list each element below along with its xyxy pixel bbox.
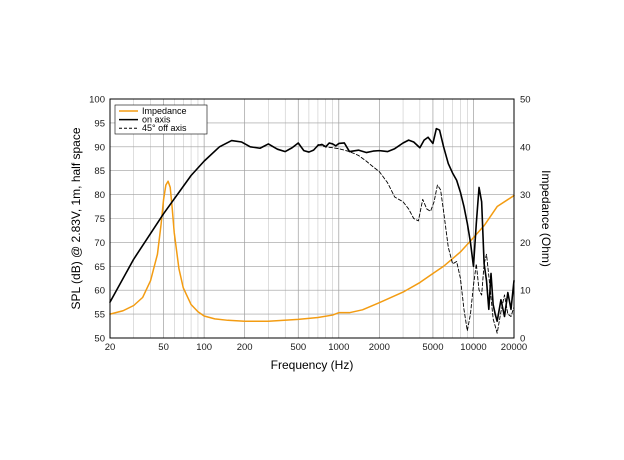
y-tick-label-right: 50 [520, 95, 531, 106]
x-tick-label: 2000 [369, 342, 390, 353]
y-tick-label-left: 90 [94, 142, 105, 153]
x-tick-label: 50 [158, 342, 169, 353]
y-tick-label-right: 0 [520, 334, 525, 345]
y-tick-label-left: 75 [94, 214, 105, 225]
y-tick-label-right: 20 [520, 238, 531, 249]
grid-lines [109, 98, 515, 339]
y-axis-label-right: Impedance (Ohm) [539, 170, 553, 267]
series-impedance [109, 180, 515, 323]
series-off-axis [317, 143, 515, 334]
y-tick-label-left: 95 [94, 118, 105, 129]
legend-label-off-axis: 45° off axis [142, 123, 187, 133]
x-tick-label: 500 [290, 342, 306, 353]
series-lines [109, 127, 515, 334]
y-tick-label-right: 30 [520, 190, 531, 201]
x-axis-label: Frequency (Hz) [271, 358, 354, 372]
legend-label-on-axis: on axis [142, 115, 171, 125]
y-tick-label-right: 10 [520, 286, 531, 297]
plot-frame [109, 98, 515, 339]
y-tick-label-left: 100 [89, 95, 105, 106]
x-tick-label: 20000 [501, 342, 527, 353]
y-tick-label-left: 50 [94, 334, 105, 345]
tick-labels: 20 50 100 200 500 1000 2000 5000 10000 2000050556… [89, 95, 530, 354]
y-tick-label-right: 40 [520, 142, 531, 153]
y-tick-label-left: 80 [94, 190, 105, 201]
x-tick-label: 200 [237, 342, 253, 353]
y-tick-label-left: 60 [94, 286, 105, 297]
y-axis-label-left: SPL (dB) @ 2.83V, 1m, half space [69, 127, 83, 309]
series-on-axis [109, 127, 515, 323]
legend-label-impedance: Impedance [142, 106, 187, 116]
x-tick-label: 10000 [460, 342, 486, 353]
x-tick-label: 5000 [422, 342, 443, 353]
x-tick-label: 100 [196, 342, 212, 353]
y-tick-label-left: 65 [94, 262, 105, 273]
legend: Impedance on axis 45° off axis [114, 104, 208, 135]
y-tick-label-left: 70 [94, 238, 105, 249]
x-tick-label: 20 [105, 342, 116, 353]
y-tick-label-left: 55 [94, 310, 105, 321]
y-tick-label-left: 85 [94, 166, 105, 177]
x-tick-label: 1000 [328, 342, 349, 353]
